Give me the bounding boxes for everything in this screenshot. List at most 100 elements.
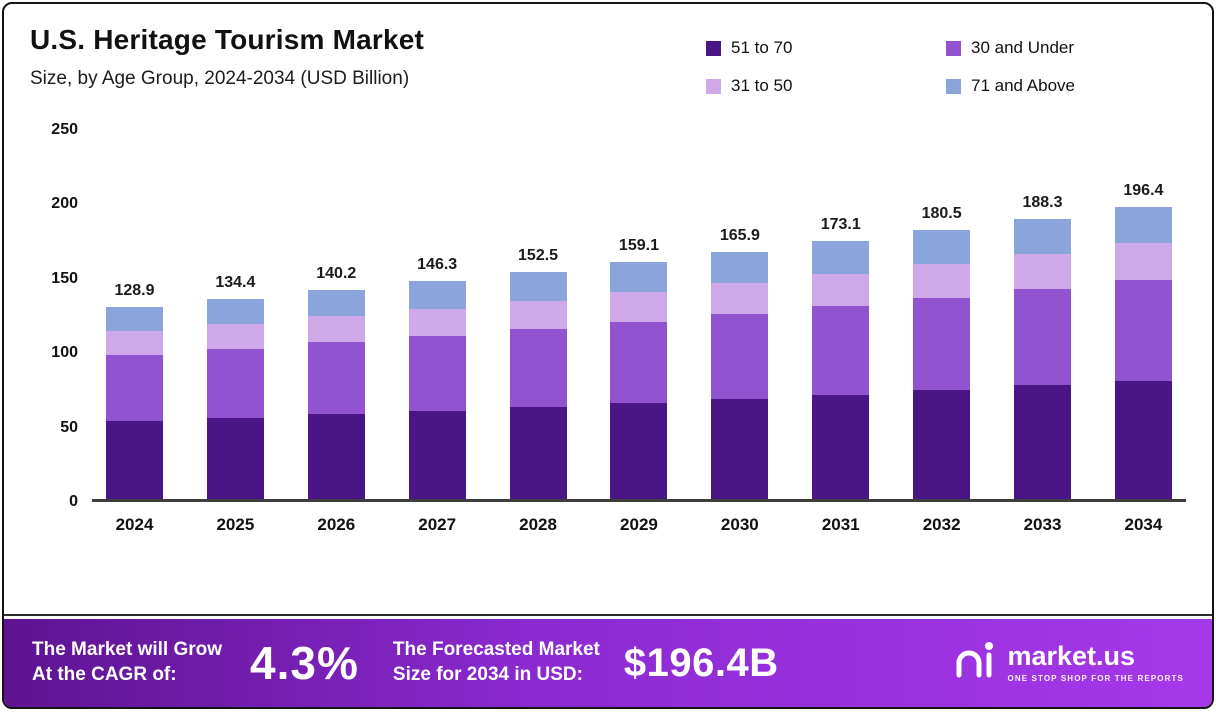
- bottom-banner: The Market will Grow At the CAGR of: 4.3…: [4, 619, 1212, 707]
- bar-segment-31-to-50: [913, 264, 971, 298]
- bar-column: 165.9: [711, 227, 769, 499]
- y-tick-label: 200: [51, 195, 78, 213]
- y-tick-label: 50: [60, 418, 78, 436]
- bar-total-label: 165.9: [719, 227, 760, 245]
- bar-segment-71-and-above: [509, 272, 567, 301]
- chart-legend: 51 to 70 30 and Under 31 to 50 71 and Ab…: [706, 24, 1176, 96]
- bar-column: 146.3: [408, 256, 466, 499]
- bar-segment-71-and-above: [1114, 206, 1172, 244]
- bar-total-label: 128.9: [114, 282, 155, 300]
- bar-segment-31-to-50: [610, 291, 668, 322]
- bar-segment-51-to-70: [1014, 385, 1072, 499]
- bar-segment-71-and-above: [408, 281, 466, 309]
- bar-segment-71-and-above: [711, 252, 769, 284]
- bar-total-label: 146.3: [417, 256, 458, 274]
- legend-item-51-to-70: 51 to 70: [706, 38, 946, 58]
- x-tick-label: 2032: [922, 515, 961, 534]
- x-tick-label: 2030: [720, 515, 759, 534]
- x-tick-label: 2031: [821, 515, 860, 534]
- bar-segment-31-to-50: [1014, 253, 1072, 289]
- bar-segment-31-to-50: [1114, 243, 1172, 280]
- legend-swatch-icon: [946, 78, 961, 94]
- forecast-label-line1: The Forecasted Market: [392, 639, 600, 661]
- bar-total-label: 196.4: [1123, 181, 1164, 199]
- x-tick-label: 2025: [216, 515, 255, 534]
- plot-area: 128.9 134.4 140.2 146.3 152.5 159.1 165.9 173.1…: [92, 130, 1186, 502]
- bar-segment-30-and-under: [307, 342, 365, 415]
- bar-segment-71-and-above: [307, 290, 365, 317]
- bar-segment-71-and-above: [913, 230, 971, 265]
- bar-column: 128.9: [106, 282, 163, 499]
- bar-column: 140.2: [307, 265, 365, 499]
- y-axis: 0 50 100 150 200 250: [30, 121, 92, 510]
- bar-column: 134.4: [206, 274, 264, 499]
- bar-segment-31-to-50: [812, 273, 870, 306]
- legend-item-71-and-above: 71 and Above: [946, 76, 1176, 96]
- bar-total-label: 180.5: [921, 205, 962, 223]
- bar-segment-51-to-70: [408, 410, 466, 499]
- bar-segment-30-and-under: [1014, 288, 1072, 386]
- y-tick-label: 150: [51, 269, 78, 287]
- x-axis: 2024 2025 2026 2027 2028 2029 2030 2031 2032 2033…: [92, 502, 1186, 535]
- bar-total-label: 152.5: [518, 247, 559, 265]
- x-tick-label: 2029: [620, 515, 658, 534]
- brand-logo: market.us ONE STOP SHOP FOR THE REPORTS: [953, 641, 1184, 686]
- cagr-label: The Market will Grow At the CAGR of:: [32, 638, 222, 687]
- bar-column: 152.5: [509, 247, 567, 499]
- bar-total-label: 159.1: [618, 237, 659, 255]
- bar-segment-51-to-70: [711, 399, 769, 499]
- page-title: U.S. Heritage Tourism Market: [30, 24, 425, 55]
- bar-segment-30-and-under: [408, 335, 466, 411]
- legend-label: 51 to 70: [731, 38, 793, 57]
- axis-bottom-rule: [4, 614, 1212, 616]
- bar-total-label: 188.3: [1022, 193, 1063, 211]
- brand-text-block: market.us ONE STOP SHOP FOR THE REPORTS: [1007, 643, 1184, 684]
- y-tick-label: 250: [51, 121, 78, 138]
- bar-segment-51-to-70: [106, 421, 163, 499]
- bar-column: 173.1: [812, 216, 870, 499]
- legend-swatch-icon: [706, 78, 721, 94]
- bar-segment-30-and-under: [1114, 279, 1172, 381]
- bar-segment-51-to-70: [509, 407, 567, 499]
- cagr-label-line1: The Market will Grow: [32, 639, 223, 661]
- bar-segment-71-and-above: [106, 307, 163, 332]
- bar-segment-30-and-under: [913, 297, 971, 391]
- x-tick-label: 2027: [418, 515, 457, 534]
- legend-item-30-and-under: 30 and Under: [946, 38, 1176, 58]
- chart-area: 0 50 100 150 200 250 128.9 134.4 140.2 146.3 152.…: [4, 96, 1212, 598]
- legend-label: 30 and Under: [971, 38, 1075, 57]
- forecast-label-line2: Size for 2034 in USD:: [392, 664, 583, 685]
- bar-total-label: 134.4: [215, 274, 256, 292]
- legend-swatch-icon: [706, 40, 721, 56]
- bar-segment-51-to-70: [812, 394, 870, 499]
- bar-segment-31-to-50: [408, 308, 466, 336]
- bar-segment-31-to-50: [509, 300, 567, 329]
- legend-label: 31 to 50: [731, 76, 793, 95]
- bar-column: 196.4: [1114, 181, 1172, 499]
- bar-segment-30-and-under: [711, 313, 769, 400]
- bar-segment-51-to-70: [206, 418, 264, 499]
- bar-segment-30-and-under: [106, 355, 163, 422]
- legend-label: 71 and Above: [971, 76, 1075, 95]
- forecast-label: The Forecasted Market Size for 2034 in U…: [393, 638, 600, 687]
- legend-swatch-icon: [946, 40, 961, 56]
- bar-segment-51-to-70: [1114, 380, 1172, 499]
- bar-segment-71-and-above: [1014, 218, 1072, 254]
- bar-segment-51-to-70: [913, 390, 971, 499]
- bar-segment-51-to-70: [307, 414, 365, 499]
- bar-column: 180.5: [913, 205, 971, 499]
- bar-total-label: 140.2: [316, 265, 357, 283]
- market-us-logo-icon: [953, 641, 997, 686]
- title-block: U.S. Heritage Tourism Market Size, by Ag…: [30, 24, 424, 96]
- y-tick-label: 0: [69, 493, 78, 510]
- bars: 128.9 134.4 140.2 146.3 152.5 159.1 165.9 173.1…: [92, 130, 1186, 499]
- cagr-value: 4.3%: [250, 637, 359, 689]
- bar-segment-30-and-under: [206, 349, 264, 419]
- y-tick-label: 100: [51, 344, 78, 362]
- bar-segment-31-to-50: [307, 316, 365, 343]
- cagr-label-line2: At the CAGR of:: [32, 664, 177, 685]
- bar-segment-31-to-50: [106, 331, 163, 356]
- x-tick-label: 2026: [317, 515, 356, 534]
- x-tick-label: 2034: [1124, 515, 1163, 534]
- forecast-value: $196.4B: [623, 640, 779, 685]
